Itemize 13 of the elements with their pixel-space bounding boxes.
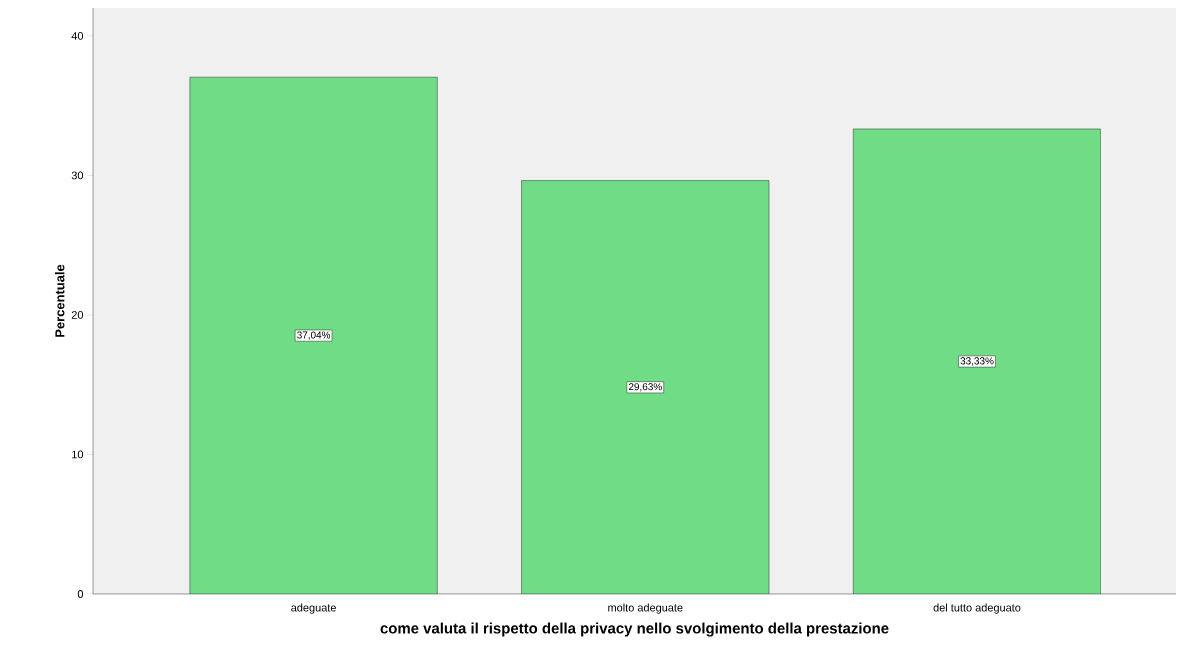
y-tick-label: 20	[71, 311, 84, 319]
y-tick-label: 30	[71, 171, 84, 180]
y-tick-label: 40	[71, 32, 84, 40]
x-tick-label: del tutto adeguato	[933, 603, 1021, 614]
x-axis-title: come valuta il rispetto della privacy nello svolgimento della prestazione	[380, 622, 889, 637]
y-axis-title: Percentuale	[54, 264, 65, 337]
data-label: 29,63%	[628, 383, 662, 392]
x-tick-label: adeguate	[291, 603, 336, 614]
y-tick-label: 10	[72, 450, 84, 459]
y-tick-label: 0	[77, 590, 84, 598]
data-label: 33,33%	[960, 357, 994, 366]
data-label: 37,04%	[297, 331, 331, 340]
x-tick-label: molto adeguate	[608, 603, 683, 614]
